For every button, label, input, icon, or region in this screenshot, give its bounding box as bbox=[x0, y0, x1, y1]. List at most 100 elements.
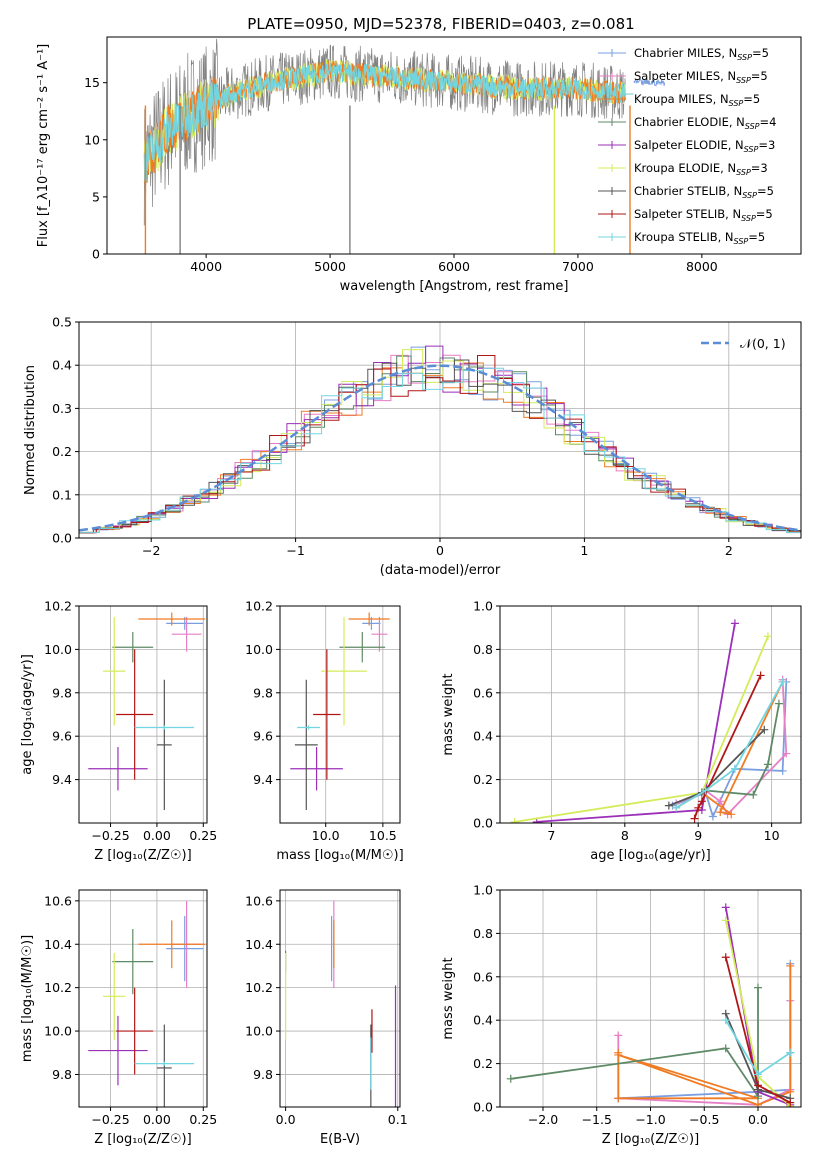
panel-age_vs_mass: 10.0 10.5 9.4 9.6 9.8 10.0 10.2 mass [log₁₀(M/M… bbox=[245, 599, 404, 864]
weight-marker-kroupa_miles bbox=[727, 810, 736, 819]
weight-marker-chabrier_elodie bbox=[763, 760, 772, 769]
weight-line-salpeter_stelib bbox=[693, 675, 762, 819]
y-tick-label: 0.3 bbox=[52, 401, 72, 416]
y-axis-label: age [log₁₀(age/yr)] bbox=[20, 654, 35, 775]
axes-frame bbox=[78, 605, 208, 824]
weight-marker-kroupa_miles bbox=[614, 1094, 623, 1103]
spectrum-data bbox=[143, 38, 634, 226]
y-tick-label: 10.2 bbox=[44, 599, 72, 614]
y-tick-label: 0.4 bbox=[52, 358, 72, 373]
model-tail bbox=[633, 77, 666, 87]
panel-spectrum: 4000 5000 6000 7000 8000 0 5 10 15 wavelength [An… bbox=[36, 36, 802, 294]
y-tick-label: 0.0 bbox=[473, 1100, 493, 1115]
y-tick-label: 10.4 bbox=[245, 937, 273, 952]
weight-line-chabrier_elodie bbox=[705, 703, 780, 796]
x-tick-label: 8000 bbox=[686, 259, 718, 274]
axes-frame bbox=[279, 605, 401, 824]
weight-marker-chabrier_stelib bbox=[760, 725, 769, 734]
x-tick-label: 6000 bbox=[438, 259, 470, 274]
panel-weight_vs_age: 7 8 9 10 0.0 0.2 0.4 0.6 0.8 1.0 age [log₁₀(age/yr… bbox=[441, 599, 802, 863]
x-tick-label: 8 bbox=[621, 828, 629, 843]
y-axis-label: mass weight bbox=[441, 673, 456, 755]
x-tick-label: 2 bbox=[725, 543, 733, 558]
histogram-kroupa_stelib bbox=[79, 367, 801, 533]
y-tick-label: 0.8 bbox=[473, 642, 493, 657]
x-tick-label: 5000 bbox=[314, 259, 346, 274]
y-tick-label: 0.8 bbox=[473, 926, 493, 941]
x-tick-label: −2 bbox=[142, 543, 160, 558]
x-tick-label: 0.25 bbox=[189, 1112, 217, 1127]
weight-marker-salpeter_elodie bbox=[730, 619, 739, 628]
y-tick-label: 1.0 bbox=[473, 883, 493, 898]
weight-marker-kroupa_stelib bbox=[721, 1016, 730, 1025]
y-tick-label: 0.0 bbox=[473, 816, 493, 831]
y-tick-label: 0.6 bbox=[473, 969, 493, 984]
panel-residuals: −2 −1 0 1 2 0.0 0.1 0.2 0.3 0.4 0.5 (data-model)/er… bbox=[23, 315, 802, 578]
panel-mass_vs_Z: −0.25 0.00 0.25 9.8 10.0 10.2 10.4 10.6 Z [log₁₀… bbox=[20, 889, 217, 1147]
weight-marker-salpeter_stelib bbox=[786, 1098, 795, 1107]
x-tick-label: 7 bbox=[547, 828, 555, 843]
legend-entry: Salpeter MILES, NSSP=5 bbox=[634, 69, 768, 85]
x-tick-label: −2.0 bbox=[528, 1112, 558, 1127]
x-axis-label: (data-model)/error bbox=[380, 563, 501, 578]
y-tick-label: 10 bbox=[84, 132, 100, 147]
x-axis-label: wavelength [Angstrom, rest frame] bbox=[340, 279, 569, 294]
y-tick-label: 9.8 bbox=[253, 685, 273, 700]
axes-frame bbox=[499, 605, 802, 824]
legend-entry: Chabrier STELIB, NSSP=5 bbox=[634, 184, 774, 200]
legend-entry: Kroupa MILES, NSSP=5 bbox=[634, 92, 760, 108]
y-tick-label: 0.6 bbox=[473, 685, 493, 700]
x-axis-label: mass [log₁₀(M/M☉)] bbox=[276, 848, 403, 863]
weight-marker-chabrier_miles bbox=[778, 766, 787, 775]
axes-frame bbox=[279, 889, 401, 1108]
plot-area bbox=[506, 903, 795, 1107]
y-tick-label: 0.5 bbox=[52, 315, 72, 330]
weight-marker-chabrier_miles bbox=[708, 812, 717, 821]
legend-entry: Kroupa STELIB, NSSP=5 bbox=[634, 230, 765, 246]
legend-entry: Salpeter STELIB, NSSP=5 bbox=[634, 207, 773, 223]
weight-marker-kroupa_elodie bbox=[763, 632, 772, 641]
y-tick-label: 10.0 bbox=[245, 642, 273, 657]
y-tick-label: 10.0 bbox=[245, 1024, 273, 1039]
x-tick-label: 10.0 bbox=[312, 828, 340, 843]
weight-marker-salpeter_stelib bbox=[721, 953, 730, 962]
y-tick-label: 15 bbox=[84, 75, 100, 90]
x-tick-label: 7000 bbox=[562, 259, 594, 274]
y-tick-label: 0.4 bbox=[473, 729, 493, 744]
y-tick-label: 10.0 bbox=[44, 642, 72, 657]
panel-weight_vs_Z: −2.0 −1.5 −1.0 −0.5 0.0 0.0 0.2 0.4 0.6 0.8 1.0 Z [… bbox=[441, 883, 802, 1147]
x-axis-label: E(B-V) bbox=[320, 1132, 360, 1147]
y-tick-label: 10.6 bbox=[44, 893, 72, 908]
weight-marker-chabrier_elodie bbox=[721, 1044, 730, 1053]
weight-line-kroupa_elodie bbox=[514, 636, 769, 823]
y-tick-label: 0.1 bbox=[52, 487, 72, 502]
plot-area bbox=[88, 612, 206, 810]
weight-marker-kroupa_stelib bbox=[672, 803, 681, 812]
weight-marker-chabrier_elodie bbox=[506, 1074, 515, 1083]
x-tick-label: −0.25 bbox=[91, 828, 129, 843]
model-kroupa-stelib bbox=[143, 62, 634, 183]
y-tick-label: 0.2 bbox=[473, 1056, 493, 1071]
x-tick-label: −1 bbox=[286, 543, 304, 558]
y-axis-label: Normed distribution bbox=[23, 365, 38, 495]
weight-marker-kroupa_miles bbox=[786, 961, 795, 970]
y-tick-label: 9.8 bbox=[253, 1067, 273, 1082]
x-tick-label: 0.1 bbox=[388, 1112, 408, 1127]
x-tick-label: 9 bbox=[694, 828, 702, 843]
y-tick-label: 9.8 bbox=[52, 1067, 72, 1082]
plot-area bbox=[510, 619, 791, 823]
y-tick-label: 10.0 bbox=[44, 1024, 72, 1039]
weight-line-chabrier_elodie bbox=[510, 987, 759, 1100]
y-tick-label: 9.8 bbox=[52, 685, 72, 700]
legend-entry: Chabrier MILES, NSSP=5 bbox=[634, 46, 769, 62]
weight-marker-salpeter_stelib bbox=[690, 814, 699, 823]
weight-marker-kroupa_stelib bbox=[730, 764, 739, 773]
plot-area bbox=[285, 900, 397, 1107]
weight-marker-kroupa_elodie bbox=[721, 916, 730, 925]
weight-marker-kroupa_stelib bbox=[754, 1070, 762, 1079]
weight-marker-kroupa_stelib bbox=[701, 786, 710, 795]
y-axis-label: Flux [f_λ10⁻¹⁷ erg cm⁻² s⁻¹ A⁻¹] bbox=[36, 44, 51, 248]
y-tick-label: 10.2 bbox=[245, 980, 273, 995]
y-tick-label: 0.2 bbox=[473, 772, 493, 787]
